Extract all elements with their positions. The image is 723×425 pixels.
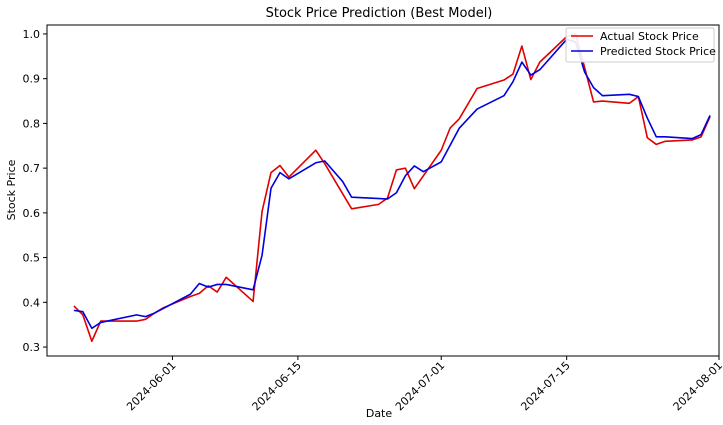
y-tick-label: 1.0 (23, 28, 41, 41)
y-tick-label: 0.3 (23, 341, 41, 354)
y-tick-label: 0.8 (23, 117, 41, 130)
legend: Actual Stock Price Predicted Stock Price (565, 27, 716, 63)
x-tick-label: 2024-06-15 (250, 359, 304, 413)
x-tick-label: 2024-06-01 (124, 359, 178, 413)
chart-title: Stock Price Prediction (Best Model) (266, 6, 493, 21)
x-axis-label: Date (366, 407, 393, 420)
legend-box (565, 27, 715, 63)
x-tick-label: 2024-07-01 (393, 359, 447, 413)
y-tick-label: 0.9 (23, 73, 41, 86)
y-tick-label: 0.6 (23, 207, 41, 220)
y-tick-label: 0.4 (23, 296, 41, 309)
legend-label-predicted: Predicted Stock Price (600, 45, 716, 58)
plot-area-frame (46, 24, 720, 357)
x-axis: 2024-06-01 2024-06-15 2024-07-01 2024-07-15… (124, 356, 723, 413)
y-tick-label: 0.5 (23, 252, 41, 265)
series-line-actual (73, 33, 711, 343)
series-line-predicted (73, 38, 711, 330)
x-tick-label: 2024-07-15 (518, 359, 572, 413)
x-tick-label: 2024-08-01 (671, 359, 723, 413)
legend-label-actual: Actual Stock Price (600, 30, 699, 43)
y-axis-label: Stock Price (5, 159, 18, 220)
plot-lines (73, 33, 711, 343)
y-tick-label: 0.7 (23, 162, 41, 175)
y-axis: 0.3 0.4 0.5 0.6 0.7 0.8 0.9 1.0 (23, 28, 47, 354)
